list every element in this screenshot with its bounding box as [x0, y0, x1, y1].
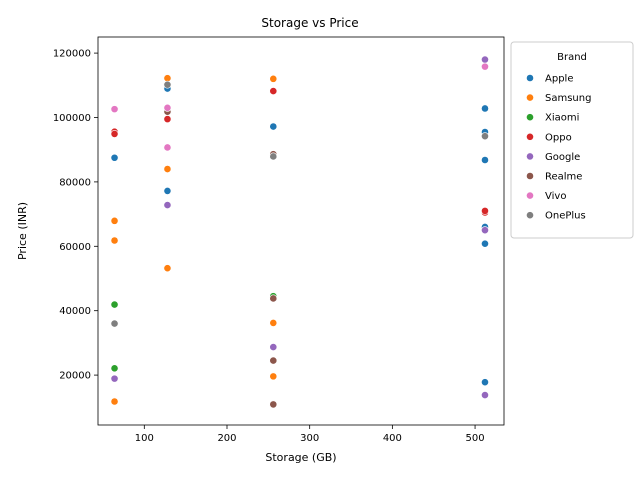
x-axis-label: Storage (GB): [265, 451, 336, 464]
y-tick-label: 60000: [59, 242, 91, 253]
legend-marker-google: [526, 152, 534, 161]
legend-label-oppo: Oppo: [545, 132, 572, 143]
data-point-samsung-6: [269, 74, 278, 83]
y-tick-label: 80000: [59, 177, 91, 188]
x-axis: 100 200 300 400 500: [135, 425, 485, 444]
data-point-apple-9: [481, 378, 489, 387]
x-tick-label: 200: [217, 433, 236, 444]
legend-label-vivo: Vivo: [545, 191, 566, 202]
y-tick-label: 100000: [53, 113, 91, 124]
legend-label-realme: Realme: [545, 172, 582, 183]
data-point-oppo-5: [481, 206, 489, 215]
y-tick-label: 20000: [59, 371, 91, 382]
data-point-vivo-2: [163, 143, 172, 152]
legend-entries: Apple Samsung Xiaomi Oppo Google Realme Vivo On…: [526, 74, 591, 222]
data-point-samsung-4: [163, 165, 172, 173]
legend-marker-oppo: [526, 132, 534, 141]
data-point-apple-2: [163, 187, 172, 195]
data-point-samsung-3: [163, 74, 172, 83]
data-point-xiaomi-1: [110, 364, 119, 373]
points-layer: [110, 55, 489, 409]
data-point-samsung-7: [269, 319, 278, 327]
x-tick-label: 300: [300, 433, 319, 444]
data-point-samsung-8: [269, 372, 278, 381]
legend-marker-realme: [526, 172, 534, 180]
legend-marker-oneplus: [526, 211, 534, 220]
data-point-apple-6: [481, 156, 489, 164]
y-axis: 20000 40000 60000 80000 100000 120000: [53, 49, 98, 382]
data-point-apple-3: [269, 122, 278, 131]
data-point-realme-4: [269, 400, 278, 409]
x-tick-label: 400: [383, 433, 402, 444]
data-point-oneplus-1: [163, 80, 172, 89]
legend-title: Brand: [557, 52, 587, 63]
data-point-samsung-0: [110, 216, 119, 225]
data-point-samsung-5: [163, 264, 172, 273]
x-tick-label: 100: [135, 433, 154, 444]
y-axis-label: Price (INR): [16, 202, 29, 260]
data-point-oppo-2: [163, 115, 172, 124]
data-point-xiaomi-0: [110, 300, 119, 309]
data-point-oneplus-0: [110, 319, 119, 328]
data-point-apple-4: [481, 104, 489, 113]
x-tick-label: 500: [466, 433, 485, 444]
data-point-google-0: [110, 374, 119, 383]
data-point-vivo-0: [110, 105, 119, 114]
legend-label-apple: Apple: [545, 74, 573, 85]
y-tick-label: 40000: [59, 306, 91, 317]
legend-marker-vivo: [526, 191, 534, 200]
data-point-oneplus-3: [481, 132, 489, 141]
data-point-apple-0: [110, 153, 119, 162]
data-point-vivo-1: [163, 103, 172, 112]
y-tick-label: 120000: [53, 49, 91, 60]
legend-marker-apple: [526, 74, 534, 82]
legend-label-xiaomi: Xiaomi: [545, 113, 579, 124]
data-point-oneplus-2: [269, 152, 278, 161]
plot-frame: [97, 36, 505, 426]
data-point-oppo-1: [110, 130, 119, 138]
data-point-vivo-3: [481, 62, 489, 71]
data-point-realme-2: [269, 294, 278, 303]
data-point-samsung-2: [110, 397, 119, 406]
data-point-google-3: [481, 55, 489, 64]
data-point-google-4: [481, 226, 489, 235]
data-point-oppo-3: [269, 87, 278, 95]
legend-label-samsung: Samsung: [545, 93, 591, 104]
legend: Brand Apple Samsung Xiaomi Oppo Google Realme…: [510, 41, 634, 239]
legend-marker-xiaomi: [526, 113, 534, 122]
data-point-google-5: [481, 391, 489, 399]
data-point-google-1: [163, 201, 172, 209]
data-point-realme-3: [269, 356, 278, 365]
chart-title: Storage vs Price: [261, 16, 358, 30]
data-point-samsung-1: [110, 236, 119, 245]
data-point-google-2: [269, 343, 278, 351]
data-point-apple-8: [481, 239, 489, 248]
legend-box: [510, 41, 634, 239]
legend-label-google: Google: [545, 152, 580, 163]
legend-label-oneplus: OnePlus: [545, 211, 586, 222]
legend-marker-samsung: [526, 93, 534, 102]
